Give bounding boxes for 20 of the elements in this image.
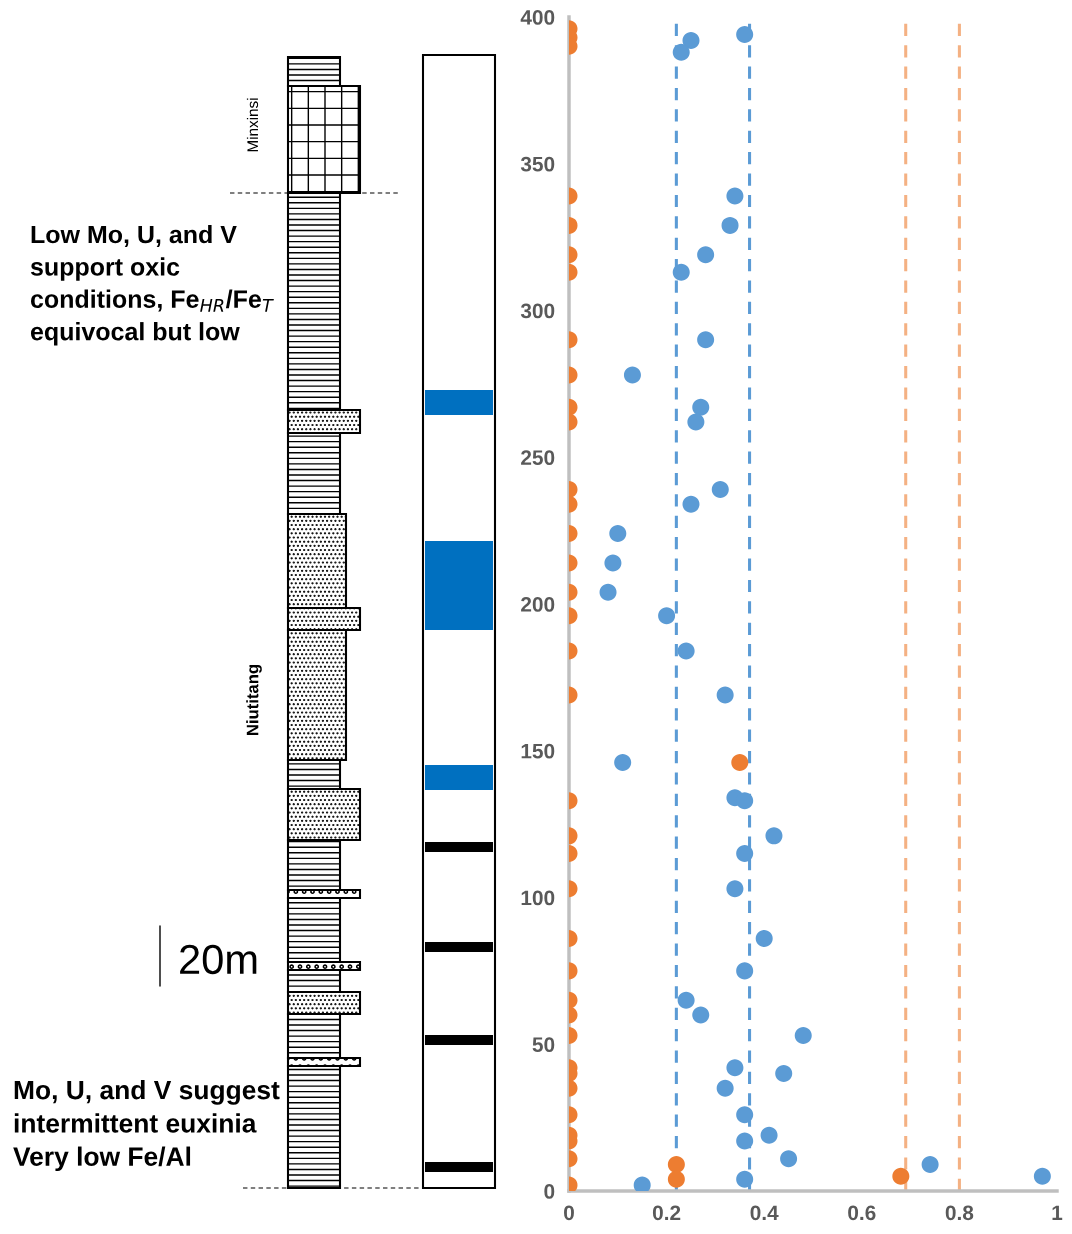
x-tick-label: 0.2 <box>652 1205 681 1221</box>
y-tick-label: 0 <box>544 1184 555 1199</box>
x-tick-label: 1 <box>1052 1205 1063 1220</box>
y-tick-label: 400 <box>520 10 555 25</box>
x-tick-label: 0.4 <box>750 1205 779 1221</box>
x-tick-label: 0 <box>564 1205 574 1221</box>
y-tick-label: 300 <box>520 303 555 319</box>
text: Minxinsi <box>246 98 259 152</box>
text: Low Mo, U, and V support oxic conditions, Fe$_{HR}$/Fe$_{T}$ equivocal but low <box>30 225 274 346</box>
y-tick-label: 200 <box>521 597 555 612</box>
y-tick-label: 50 <box>532 1037 555 1052</box>
y-tick-label: 250 <box>521 450 555 465</box>
text: Niutitang <box>246 665 262 735</box>
text: Mo, U, and V suggest intermittent euxinia Very low Fe/Al <box>13 1080 280 1172</box>
y-tick-label: 150 <box>521 743 555 759</box>
x-tick-label: 0.6 <box>848 1205 876 1221</box>
y-tick-label: 350 <box>520 156 555 172</box>
x-tick-label: 0.8 <box>945 1205 974 1221</box>
text: 20m <box>180 944 257 975</box>
y-tick-label: 100 <box>521 890 555 906</box>
